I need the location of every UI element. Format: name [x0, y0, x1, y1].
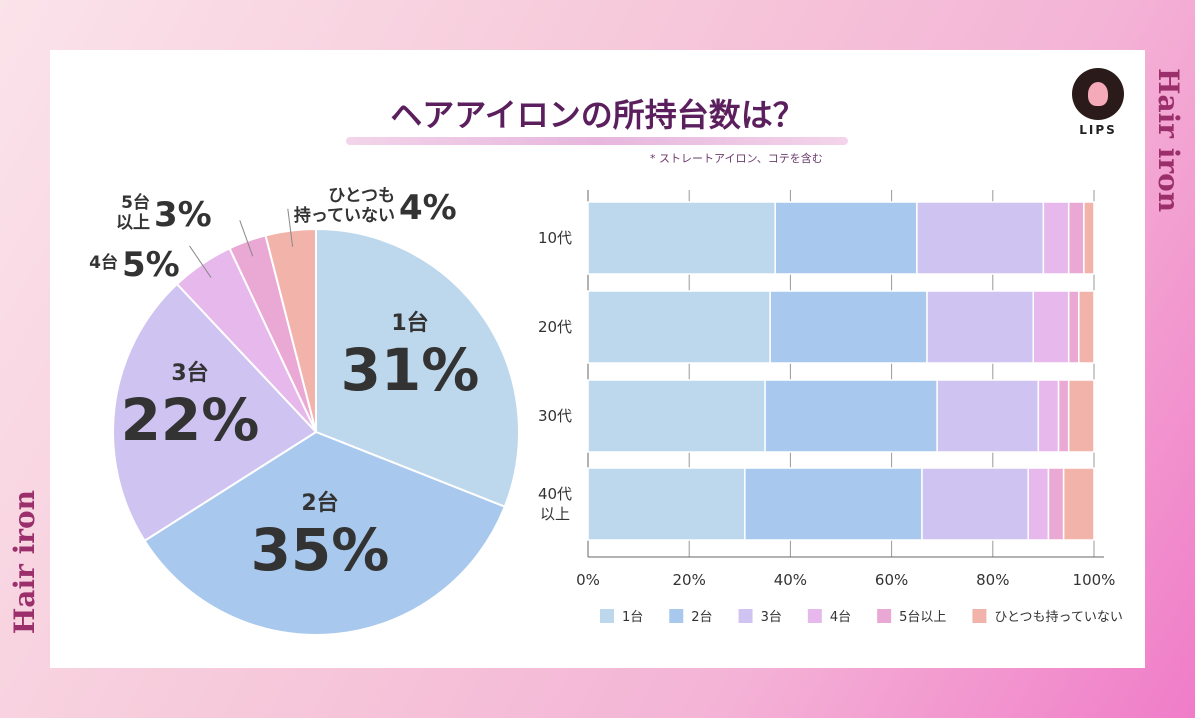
legend-label: 1台: [622, 610, 643, 625]
bar-segment: [774, 201, 918, 275]
x-tick-label: 100%: [1073, 571, 1116, 589]
legend-swatch: [600, 609, 614, 623]
leader-line: [189, 245, 212, 278]
legend-label: 3台: [761, 610, 782, 625]
pie-category-label: 以上: [116, 213, 150, 233]
y-category-label: 30代: [538, 407, 572, 425]
legend-swatch: [669, 609, 684, 623]
pie-slice: [112, 282, 318, 543]
chart-title: ヘアアイロンの所持台数は？: [390, 96, 805, 134]
legend-swatch: [877, 609, 892, 623]
legend-swatch: [738, 609, 753, 623]
bar-segment: [1057, 379, 1070, 453]
bar-segment: [1083, 201, 1095, 275]
bar-segment: [926, 290, 1035, 364]
leader-line: [287, 208, 294, 247]
y-category-label: 以上: [540, 505, 570, 523]
bar-segment: [1067, 201, 1085, 275]
x-tick-label: 40%: [774, 571, 807, 589]
x-tick-label: 80%: [976, 571, 1009, 589]
bar-segment: [1047, 467, 1065, 541]
pie-value-label: 31%: [341, 336, 480, 404]
bar-segment: [587, 379, 766, 453]
lips-logo: LIPS: [1070, 68, 1126, 137]
y-category-label: 40代: [538, 485, 572, 503]
bar-segment: [1027, 467, 1050, 541]
side-text-right: Hair iron: [1152, 68, 1185, 213]
bar-segment: [1062, 467, 1095, 541]
pie-category-label: 4台: [89, 252, 118, 273]
bar-segment: [769, 290, 928, 364]
bar-segment: [1078, 290, 1095, 364]
bar-segment: [1067, 290, 1080, 364]
bar-segment: [587, 201, 776, 275]
bar-segment: [936, 379, 1040, 453]
bar-segment: [1032, 290, 1070, 364]
bar-segment: [916, 201, 1045, 275]
pie-category-label: 5台: [121, 192, 150, 213]
leader-line: [239, 220, 254, 257]
bar-segment: [1042, 201, 1070, 275]
pie-category-label: 持っていない: [294, 205, 395, 226]
logo-icon: [1072, 68, 1124, 120]
bar-segment: [1037, 379, 1060, 453]
pie-category-label: 1台: [391, 310, 428, 336]
legend-label: ひとつも持っていない: [994, 610, 1122, 625]
y-category-label: 10代: [538, 229, 572, 247]
footnote: * ストレートアイロン、コテを含む: [650, 152, 823, 165]
pie-value-label: 22%: [121, 386, 260, 454]
legend-label: 2台: [691, 610, 712, 625]
bar-segment: [744, 467, 923, 541]
legend-swatch: [807, 609, 822, 623]
bar-segment: [1067, 379, 1095, 453]
pie-slice: [143, 430, 507, 636]
x-tick-label: 60%: [875, 571, 908, 589]
pie-slice: [315, 227, 520, 509]
pie-value-label: 4%: [399, 188, 457, 228]
bar-segment: [764, 379, 938, 453]
legend-swatch: [972, 609, 987, 623]
bar-segment: [587, 290, 771, 364]
pie-value-label: 3%: [154, 195, 212, 235]
bar-segment: [921, 467, 1029, 541]
title-underline: [346, 137, 848, 145]
y-category-label: 20代: [538, 318, 572, 336]
pie-category-label: ひとつも: [328, 186, 395, 206]
legend-label: 4台: [830, 610, 851, 625]
logo-text: LIPS: [1079, 123, 1117, 137]
x-tick-label: 20%: [673, 571, 706, 589]
pie-category-label: 3台: [171, 360, 208, 386]
legend-label: 5台以上: [899, 610, 946, 625]
bar-segment: [587, 467, 746, 541]
pie-category-label: 2台: [301, 490, 338, 516]
pie-value-label: 5%: [122, 245, 180, 285]
pie-value-label: 35%: [251, 516, 390, 584]
x-tick-label: 0%: [576, 571, 600, 589]
